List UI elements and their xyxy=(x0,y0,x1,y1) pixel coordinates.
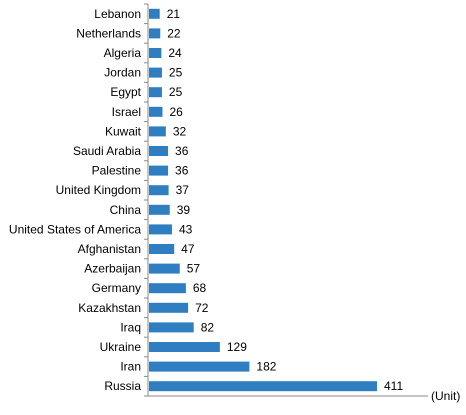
unit-label: (Unit) xyxy=(431,389,460,403)
category-label: Afghanistan xyxy=(78,242,141,256)
value-label: 32 xyxy=(173,124,187,138)
category-label: China xyxy=(110,203,142,217)
bar-united-states-of-america xyxy=(149,224,172,235)
bar-algeria xyxy=(149,48,162,58)
value-label: 25 xyxy=(169,66,183,80)
bar-kazakhstan xyxy=(149,302,189,313)
value-label: 25 xyxy=(169,85,183,99)
value-label: 182 xyxy=(256,360,276,374)
category-label: Palestine xyxy=(92,164,142,178)
category-label: Jordan xyxy=(104,66,141,80)
bar-germany xyxy=(149,283,186,294)
bar-jordan xyxy=(149,67,162,78)
category-label: Ukraine xyxy=(100,340,142,354)
category-label: Lebanon xyxy=(94,7,141,21)
value-label: 21 xyxy=(167,7,181,21)
category-label: Saudi Arabia xyxy=(73,144,141,158)
category-label: Iran xyxy=(120,360,141,374)
value-labels: 21 22 24 25 25 26 32 36 36 37 39 43 47 57 68 72 82 129 182… xyxy=(167,7,404,393)
bar-china xyxy=(149,204,170,215)
category-ticks xyxy=(144,3,148,397)
value-label: 82 xyxy=(201,320,215,334)
category-label: Kuwait xyxy=(105,124,142,138)
value-label: 129 xyxy=(227,340,247,354)
bar-azerbaijan xyxy=(149,263,180,274)
bar-russia xyxy=(149,381,377,392)
bar-afghanistan xyxy=(149,244,175,254)
value-label: 26 xyxy=(169,105,183,119)
value-label: 47 xyxy=(181,242,195,256)
category-label: Egypt xyxy=(110,85,141,99)
bar-lebanon xyxy=(149,8,160,19)
category-label: Russia xyxy=(104,379,141,393)
value-label: 57 xyxy=(187,262,201,276)
bar-iraq xyxy=(149,322,194,333)
value-label: 37 xyxy=(176,183,190,197)
bar-israel xyxy=(149,106,163,117)
category-labels: Lebanon Netherlands Algeria Jordan Egypt Isra… xyxy=(9,7,142,393)
category-label: United Kingdom xyxy=(56,183,141,197)
bar-saudi-arabia xyxy=(149,146,169,156)
value-label: 36 xyxy=(175,144,189,158)
value-label: 72 xyxy=(195,301,209,315)
category-label: Netherlands xyxy=(76,26,141,40)
value-label: 36 xyxy=(175,164,189,178)
value-label: 411 xyxy=(384,379,403,393)
value-label: 43 xyxy=(179,222,193,236)
bars xyxy=(149,8,377,392)
bar-netherlands xyxy=(149,28,161,39)
bar-iran xyxy=(149,361,250,372)
value-label: 68 xyxy=(193,281,207,295)
category-label: Germany xyxy=(92,281,141,295)
category-label: Iraq xyxy=(120,320,141,334)
bar-kuwait xyxy=(149,126,166,137)
bar-ukraine xyxy=(149,342,220,352)
value-label: 24 xyxy=(168,46,182,60)
category-label: Kazakhstan xyxy=(78,301,141,315)
category-label: Israel xyxy=(112,105,141,119)
bar-united-kingdom xyxy=(149,185,169,196)
category-label: Azerbaijan xyxy=(84,262,141,276)
value-label: 22 xyxy=(167,26,181,40)
category-label: United States of America xyxy=(9,222,141,236)
category-label: Algeria xyxy=(104,46,142,60)
bar-egypt xyxy=(149,87,162,98)
value-label: 39 xyxy=(177,203,191,217)
bar-palestine xyxy=(149,165,169,176)
